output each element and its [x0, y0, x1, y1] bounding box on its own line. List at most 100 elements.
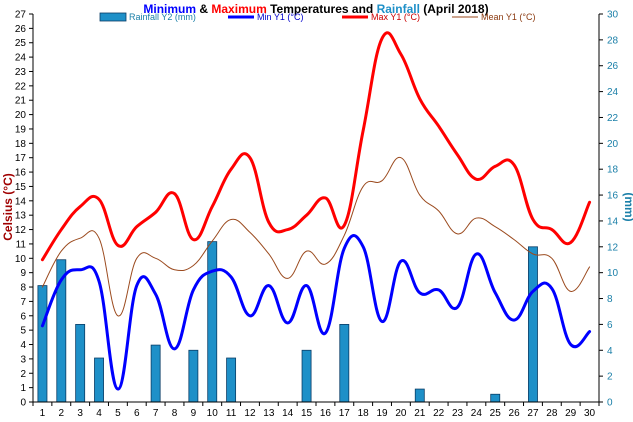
y-tick-label-left: 20	[15, 110, 27, 121]
x-tick-label: 23	[452, 408, 464, 419]
x-tick-label: 1	[40, 408, 46, 419]
x-tick-label: 8	[172, 408, 178, 419]
rainfall-bar	[150, 344, 161, 403]
y-tick-label-left: 15	[15, 182, 27, 193]
rainfall-bar	[339, 323, 350, 403]
legend-label: Mean Y1 (°C)	[481, 12, 535, 22]
chart-title-part: Temperatures and	[267, 2, 377, 16]
y-tick-label-left: 19	[15, 124, 27, 135]
y-tick-label-right: 14	[607, 216, 619, 227]
x-tick-label: 7	[153, 408, 159, 419]
x-tick-label: 28	[546, 408, 558, 419]
legend-swatch-rainfall	[99, 12, 127, 22]
y-tick-label-right: 10	[607, 268, 619, 279]
x-tick-label: 30	[584, 408, 596, 419]
y-tick-label-left: 16	[15, 168, 27, 179]
y-tick-label-right: 12	[607, 242, 619, 253]
x-tick-label: 27	[527, 408, 539, 419]
x-tick-label: 13	[263, 408, 275, 419]
y-tick-label-right: 30	[607, 10, 619, 21]
y-tick-label-left: 4	[20, 340, 26, 351]
y-tick-label-left: 12	[15, 225, 27, 236]
rainfall-bar	[75, 323, 86, 403]
temperature-lines	[40, 31, 592, 391]
x-tick-label: 24	[471, 408, 483, 419]
y-tick-label-left: 11	[16, 239, 27, 250]
x-tick-label: 5	[115, 408, 121, 419]
y-tick-label-left: 10	[15, 254, 27, 265]
y-tick-label-left: 13	[15, 211, 27, 222]
rainfall-bar	[188, 349, 199, 403]
y-tick-label-left: 0	[20, 398, 26, 409]
x-tick-label: 25	[490, 408, 502, 419]
y-tick-label-left: 2	[20, 369, 26, 380]
min-temp-line	[40, 234, 592, 391]
x-tick-label: 22	[433, 408, 445, 419]
x-tick-label: 26	[509, 408, 521, 419]
y-tick-label-left: 24	[15, 53, 27, 64]
mean-temp-line	[41, 157, 591, 317]
y-tick-label-right: 0	[607, 398, 613, 409]
chart-title-part: Minimum	[143, 2, 196, 16]
legend: Rainfall Y2 (mm) Min Y1 (°C) Max Y1 (°C) Me…	[99, 12, 535, 22]
y-tick-label-left: 5	[20, 326, 26, 337]
x-tick-label: 15	[301, 408, 313, 419]
rainfall-bar	[207, 241, 218, 403]
chart-title-part: &	[196, 2, 211, 16]
x-tick-label: 2	[59, 408, 65, 419]
y-tick-label-right: 22	[607, 113, 619, 124]
rainfall-bar	[414, 388, 425, 403]
y-tick-label-right: 18	[607, 165, 619, 176]
x-tick-label: 16	[320, 408, 332, 419]
chart-title: Minimum & Maximum Temperatures and Rainf…	[143, 2, 488, 16]
x-tick-label: 19	[376, 408, 388, 419]
legend-label: Min Y1 (°C)	[257, 12, 303, 22]
y-tick-label-right: 20	[607, 139, 619, 150]
x-tick-label: 10	[207, 408, 219, 419]
x-tick-label: 14	[282, 408, 294, 419]
y-tick-label-right: 2	[607, 372, 613, 383]
y-axis-label-left: Celsius (°C)	[1, 173, 15, 240]
x-tick-label: 4	[96, 408, 102, 419]
y-tick-label-right: 28	[607, 35, 619, 46]
y-tick-label-left: 21	[15, 96, 27, 107]
rainfall-bar	[37, 285, 48, 403]
y-tick-label-left: 1	[20, 383, 26, 394]
y-tick-label-right: 16	[607, 191, 619, 202]
x-tick-label: 3	[77, 408, 83, 419]
rainfall-bar	[528, 246, 538, 403]
axes	[29, 13, 603, 406]
y-tick-label-left: 26	[15, 24, 27, 35]
rainfall-bar	[490, 393, 501, 403]
x-tick-label: 20	[395, 408, 407, 419]
x-tick-label: 9	[191, 408, 197, 419]
chart-title-part: Maximum	[211, 2, 266, 16]
y-axis-label-right: (mm)	[622, 192, 633, 221]
y-tick-label-left: 8	[20, 283, 26, 294]
y-tick-label-left: 23	[15, 67, 27, 78]
x-tick-label: 21	[414, 408, 426, 419]
y-tick-label-left: 6	[20, 311, 26, 322]
y-tick-label-left: 22	[15, 81, 27, 92]
legend-label: Max Y1 (°C)	[371, 12, 420, 22]
x-tick-label: 12	[244, 408, 256, 419]
chart-title-part: (April 2018)	[420, 2, 489, 16]
y-tick-label-left: 27	[15, 10, 27, 21]
legend-label: Rainfall Y2 (mm)	[129, 12, 196, 22]
tick-labels: 0123456789101112131415161718192021222324…	[15, 10, 619, 420]
y-tick-label-right: 26	[607, 61, 619, 72]
rainfall-bar	[301, 349, 312, 403]
x-tick-label: 11	[226, 408, 237, 419]
x-tick-label: 6	[134, 408, 140, 419]
y-tick-label-left: 7	[20, 297, 26, 308]
chart-title-part: Rainfall	[377, 2, 420, 16]
y-tick-label-left: 17	[15, 153, 27, 164]
y-tick-label-left: 9	[20, 268, 26, 279]
y-tick-label-right: 24	[607, 87, 619, 98]
x-tick-label: 18	[358, 408, 370, 419]
max-temp-line	[40, 31, 592, 262]
y-tick-label-left: 14	[15, 196, 27, 207]
y-tick-label-right: 8	[607, 294, 613, 305]
y-tick-label-left: 3	[20, 354, 26, 365]
